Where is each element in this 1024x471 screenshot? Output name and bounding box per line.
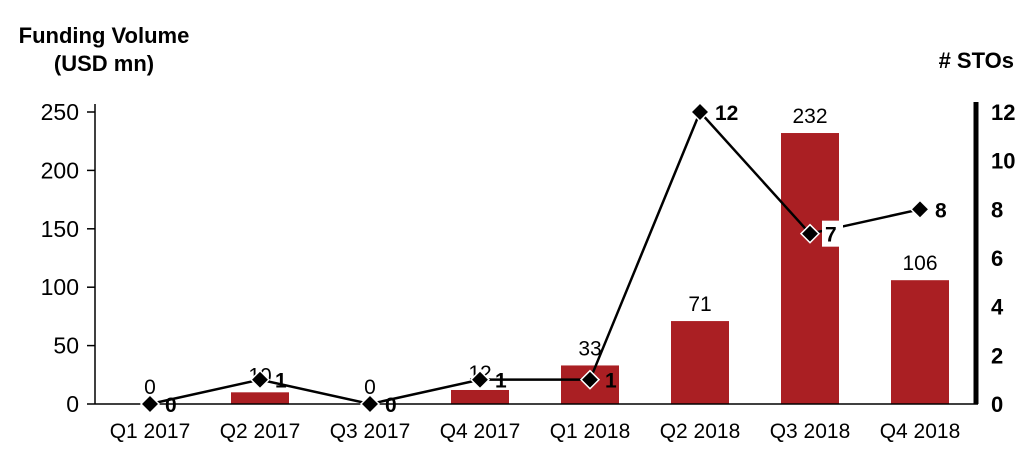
- right-axis-title: # STOs: [938, 48, 1014, 73]
- line-series-group: 0 1 0 1 1 12 7 8: [139, 101, 947, 417]
- left-axis-tick-label: 150: [41, 216, 79, 242]
- bar-value-label: 71: [688, 293, 711, 316]
- bars-group: [231, 133, 949, 405]
- x-axis-label: Q4 2017: [440, 420, 521, 443]
- left-axis-tick-label: 0: [66, 391, 79, 417]
- left-axis-title: Funding Volume (USD mn): [8, 22, 200, 77]
- bar-value-label: 0: [144, 376, 156, 399]
- x-axis-label: Q3 2017: [330, 420, 411, 443]
- marker-value-label: 7: [825, 224, 837, 247]
- marker-value-label: 1: [605, 370, 617, 393]
- marker-value-label: 12: [715, 102, 738, 125]
- x-axis-label: Q1 2017: [110, 420, 191, 443]
- bar-value-label: 106: [902, 252, 937, 275]
- left-axis-title-line1: Funding Volume: [18, 23, 190, 48]
- marker-value-label: 0: [385, 394, 397, 417]
- left-axis-tick-label: 100: [41, 274, 79, 300]
- diamond-marker: [909, 199, 931, 220]
- marker-value-label: 1: [275, 370, 287, 393]
- bar-value-label: 0: [364, 376, 376, 399]
- right-axis-tick-label: 6: [991, 246, 1003, 271]
- right-axis-tick-label: 10: [991, 149, 1015, 174]
- bar-value-label: 232: [792, 105, 827, 128]
- right-axis-tick-label: 2: [991, 343, 1003, 368]
- bar-Q3 2018: [781, 133, 839, 405]
- diamond-marker: [359, 393, 381, 415]
- left-axis-tick-label: 50: [53, 333, 79, 359]
- x-axis-label: Q2 2017: [220, 420, 301, 443]
- left-axis-tick-label: 200: [41, 157, 79, 183]
- diamond-marker: [469, 369, 491, 390]
- right-axis-tick-label: 12: [991, 100, 1015, 125]
- x-axis-label: Q2 2018: [660, 420, 741, 443]
- bar-Q4 2017: [451, 389, 509, 404]
- diamond-marker: [249, 369, 271, 390]
- bar-Q2 2018: [671, 321, 729, 404]
- x-axis-label: Q4 2018: [880, 420, 961, 443]
- bar-Q2 2017: [231, 392, 289, 404]
- diamond-marker: [689, 101, 711, 123]
- diamond-marker: [579, 369, 601, 390]
- right-axis-tick-label: 4: [991, 295, 1004, 320]
- x-axis-label: Q3 2018: [770, 420, 851, 443]
- right-axis-tick-label: 0: [991, 392, 1003, 417]
- left-axis-tick-label: 250: [41, 99, 79, 125]
- right-axis-tick-label: 8: [991, 197, 1003, 222]
- marker-value-label: 8: [935, 199, 947, 222]
- diamond-marker: [139, 393, 161, 415]
- marker-value-label: 1: [495, 370, 507, 393]
- bar-Q4 2018: [891, 280, 949, 404]
- left-axis-title-line2: (USD mn): [53, 50, 155, 76]
- line-path: [149, 109, 921, 406]
- x-axis-label: Q1 2018: [550, 420, 631, 443]
- bar-value-label: 33: [578, 337, 601, 360]
- diamond-marker: [799, 223, 821, 244]
- marker-value-label: 0: [165, 394, 177, 417]
- marker-label-bg: [822, 220, 843, 247]
